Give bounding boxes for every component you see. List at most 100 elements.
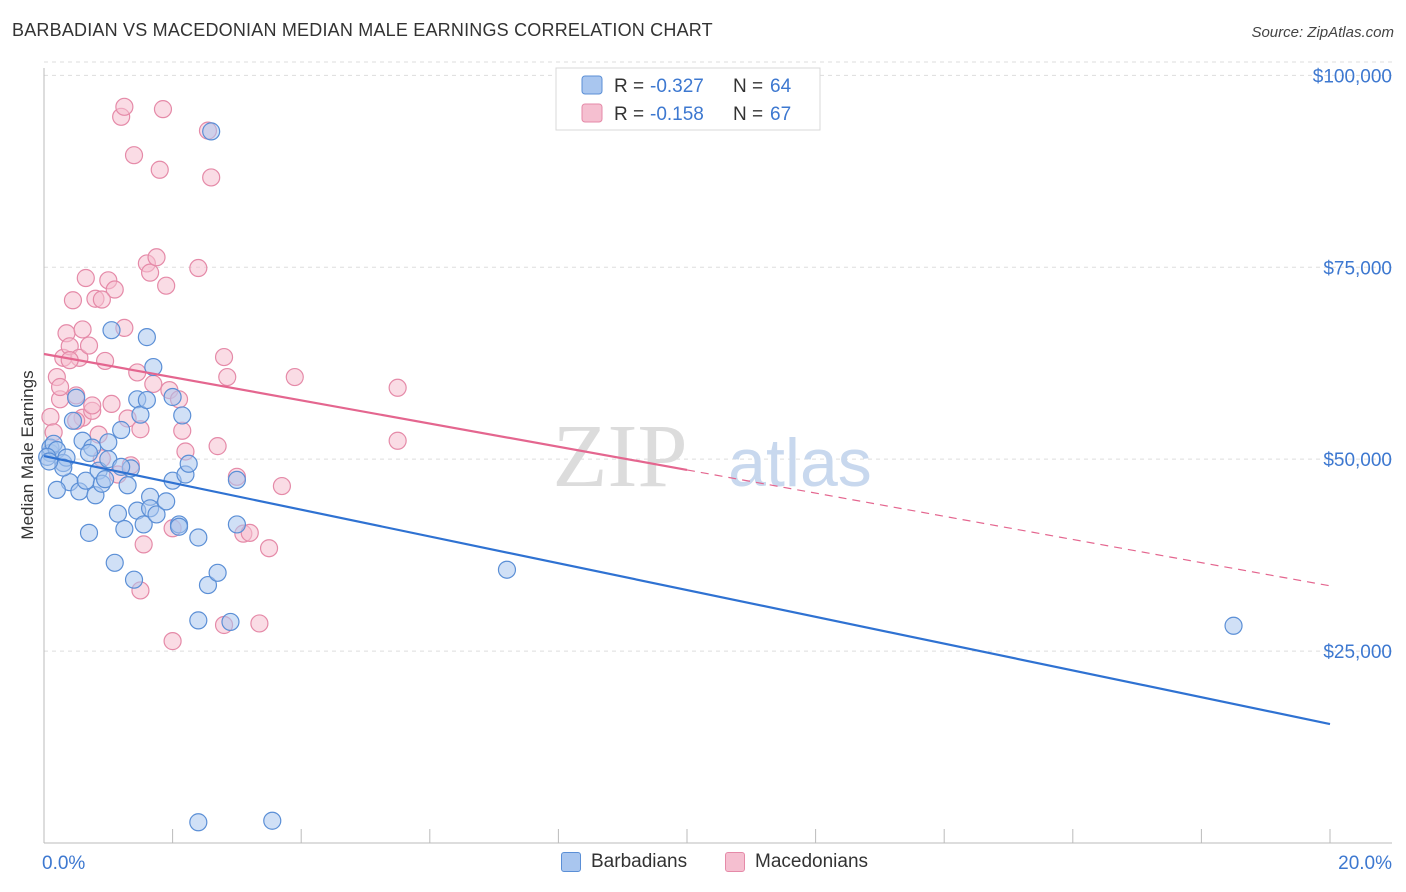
trend-line-dashed-macedonians (686, 469, 1331, 587)
legend-r-label-blue: R = (614, 76, 644, 97)
y-tick-labels: $25,000 $50,000 $75,000 $100,000 (1313, 66, 1392, 663)
barbadian-point (147, 505, 166, 524)
macedonian-point (214, 347, 234, 367)
macedonian-point (240, 523, 259, 542)
macedonian-point (50, 377, 70, 397)
trend-lines (43, 352, 1331, 726)
macedonian-point (202, 168, 221, 187)
y-tick-label: $100,000 (1313, 66, 1392, 87)
barbadian-point (102, 321, 121, 340)
barbadian-point (112, 420, 131, 440)
macedonian-point (115, 97, 134, 116)
barbadian-point (137, 390, 156, 410)
barbadian-point (179, 454, 198, 473)
barbadian-point (189, 528, 208, 547)
chart-title: BARBADIAN VS MACEDONIAN MEDIAN MALE EARN… (12, 20, 713, 40)
y-axis-label: Median Male Earnings (18, 370, 37, 539)
macedonian-point (272, 476, 292, 496)
x-tick-label: 0.0% (42, 853, 85, 874)
macedonian-point (173, 421, 192, 440)
legend-r-value-pink: -0.158 (650, 104, 704, 125)
macedonian-point (144, 374, 163, 394)
legend-n-value-pink: 67 (770, 104, 791, 125)
axes (43, 68, 1392, 844)
legend-item-macedonians[interactable]: Macedonians (725, 851, 868, 873)
macedonian-point (63, 291, 83, 310)
macedonian-point (259, 539, 279, 558)
macedonian-point (73, 320, 92, 339)
macedonian-point (92, 290, 111, 309)
legend-n-value-blue: 64 (770, 76, 792, 97)
barbadian-point (169, 517, 189, 536)
legend-n-label-pink: N = (733, 104, 763, 125)
barbadian-point (144, 357, 163, 377)
x-tick-labels: 0.0% 20.0% (42, 853, 1392, 874)
barbadian-point (134, 515, 153, 534)
barbadian-point (263, 811, 282, 830)
macedonian-point (124, 146, 144, 165)
barbadian-point (1224, 616, 1243, 635)
legend-blue-swatch (581, 75, 603, 95)
macedonian-point (153, 100, 173, 119)
macedonian-point (388, 431, 407, 450)
macedonian-point (208, 437, 227, 456)
trend-line-barbadians (43, 455, 1331, 726)
barbadian-point (497, 560, 517, 579)
legend-pink-swatch (581, 103, 603, 123)
macedonian-point (79, 336, 99, 355)
macedonian-point (388, 378, 407, 397)
y-tick-label: $50,000 (1323, 450, 1392, 471)
legend-r-label-pink: R = (614, 104, 644, 125)
barbadian-point (47, 480, 66, 499)
macedonian-point (76, 268, 95, 288)
barbadian-point (108, 504, 128, 523)
barbadian-point (79, 523, 99, 542)
macedonian-point (218, 367, 237, 387)
barbadians-swatch (561, 852, 581, 872)
macedonians-swatch (725, 852, 745, 872)
barbadian-point (118, 476, 137, 495)
macedonian-point (41, 407, 60, 427)
barbadian-point (105, 553, 124, 572)
legend-label-macedonians: Macedonians (755, 851, 869, 872)
barbadian-point (227, 470, 246, 490)
barbadian-point (99, 433, 118, 452)
legend-n-label-blue: N = (733, 76, 763, 97)
y-tick-label: $25,000 (1323, 642, 1392, 663)
macedonian-point (250, 614, 269, 633)
watermark-zip: ZIP (553, 407, 688, 506)
macedonian-point (140, 263, 160, 282)
barbadian-point (137, 328, 156, 347)
legend-box: R = -0.327 N = 64 R = -0.158 N = 67 (555, 67, 821, 131)
x-tick-label: 20.0% (1338, 853, 1392, 874)
legend-label-barbadians: Barbadians (591, 851, 688, 872)
macedonian-point (163, 632, 182, 651)
watermark-atlas: atlas (728, 425, 872, 501)
macedonian-point (150, 160, 169, 179)
barbadian-point (173, 406, 192, 425)
bottom-legend: Barbadians Macedonians (0, 851, 1406, 877)
barbadian-point (198, 575, 218, 595)
barbadian-point (189, 611, 208, 630)
barbadian-point (67, 388, 86, 407)
trend-line-macedonians (43, 352, 688, 472)
source-label: Source: ZipAtlas.com (1251, 24, 1394, 41)
macedonian-point (285, 367, 304, 387)
barbadian-point (221, 612, 240, 632)
legend-item-barbadians[interactable]: Barbadians (561, 851, 687, 873)
macedonian-point (147, 248, 166, 267)
gridlines (44, 61, 1392, 652)
barbadian-point (227, 515, 246, 534)
watermark: ZIP atlas (553, 407, 872, 506)
barbadian-point (189, 813, 208, 832)
series-barbadians (38, 122, 1243, 832)
barbadian-point (157, 492, 176, 511)
macedonian-point (134, 535, 153, 554)
barbadian-point (63, 411, 83, 430)
macedonian-point (102, 394, 121, 414)
macedonian-point (83, 396, 102, 415)
macedonian-point (105, 280, 124, 299)
barbadian-point (163, 387, 182, 407)
y-tick-label: $75,000 (1323, 258, 1392, 279)
